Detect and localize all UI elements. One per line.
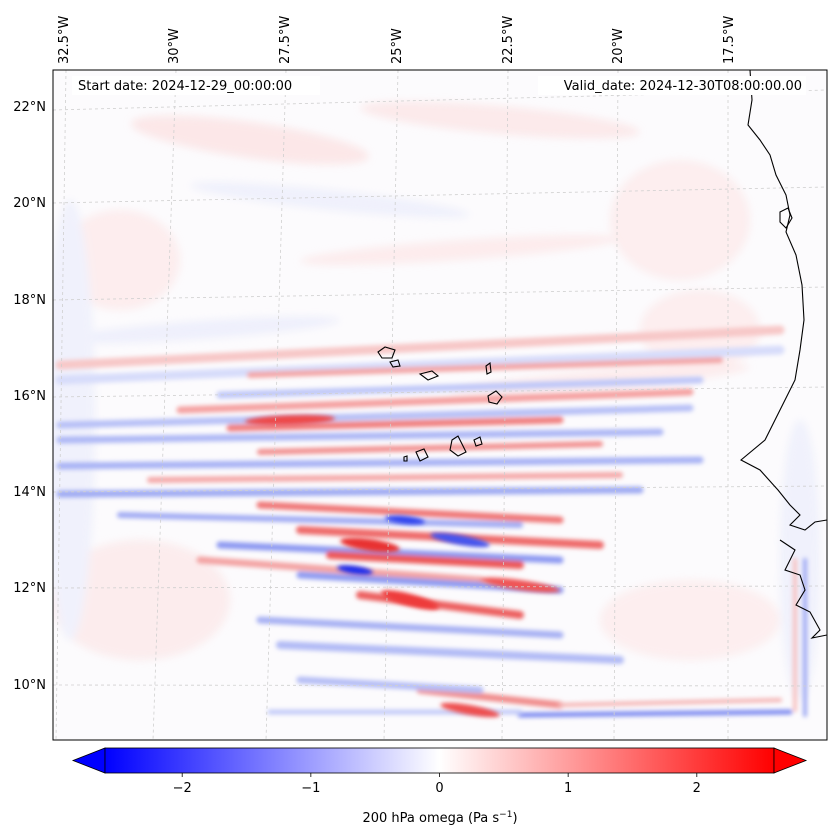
graticule (53, 70, 827, 740)
lon-label: 30°W (167, 28, 182, 64)
start-date-box: Start date: 2024-12-29_00:00:00 (72, 76, 320, 95)
island (473, 436, 483, 447)
africa-coastline (740, 70, 827, 531)
island (389, 359, 401, 368)
lat-label: 20°N (13, 196, 46, 211)
omega-cores (245, 414, 560, 718)
island (449, 435, 467, 457)
colorbar-extend-high (773, 747, 808, 774)
lat-label: 22°N (13, 100, 46, 115)
island (415, 448, 429, 462)
island (418, 370, 440, 381)
colorbar-gradient (104, 747, 775, 774)
lon-label: 22.5°W (501, 16, 516, 64)
lon-label: 25°W (390, 28, 405, 64)
lat-label: 10°N (13, 678, 46, 693)
island (377, 346, 396, 359)
valid-date-label: Valid_date: 2024-12-30T08:00:00.00 (564, 79, 802, 94)
colorbar: −2 −1 0 1 2 200 hPa omega (Pa s−1) (71, 747, 808, 826)
island (487, 390, 503, 405)
lat-label: 12°N (13, 581, 46, 596)
lon-label: 20°W (611, 28, 626, 64)
colorbar-tick-label: 1 (564, 781, 572, 796)
colorbar-tick-label: 2 (693, 781, 701, 796)
omega-field (53, 101, 820, 718)
lon-label: 32.5°W (57, 16, 72, 64)
valid-date-box: Valid_date: 2024-12-30T08:00:00.00 (538, 76, 806, 95)
colorbar-ticks: −2 −1 0 1 2 (173, 773, 701, 796)
latitude-labels: 22°N 20°N 18°N 16°N 14°N 12°N 10°N (13, 100, 46, 693)
map-frame (52, 69, 828, 741)
colorbar-extend-low (71, 747, 106, 774)
island (403, 455, 408, 462)
lat-label: 14°N (13, 485, 46, 500)
lat-label: 16°N (13, 389, 46, 404)
colorbar-label: 200 hPa omega (Pa s−1) (362, 810, 517, 826)
colorbar-tick-label: 0 (435, 781, 443, 796)
coastlines (377, 70, 827, 639)
island (779, 207, 793, 229)
lon-label: 17.5°W (722, 16, 737, 64)
longitude-labels: 32.5°W 30°W 27.5°W 25°W 22.5°W 20°W 17.5… (57, 16, 737, 64)
colorbar-tick-label: −2 (173, 781, 192, 796)
start-date-label: Start date: 2024-12-29_00:00:00 (78, 79, 292, 94)
africa-coastline-south (779, 539, 827, 639)
lat-label: 18°N (13, 293, 46, 308)
colorbar-tick-label: −1 (301, 781, 320, 796)
lon-label: 27.5°W (278, 16, 293, 64)
omega-bands (55, 325, 807, 718)
island (485, 361, 492, 375)
map-panel (52, 69, 828, 741)
